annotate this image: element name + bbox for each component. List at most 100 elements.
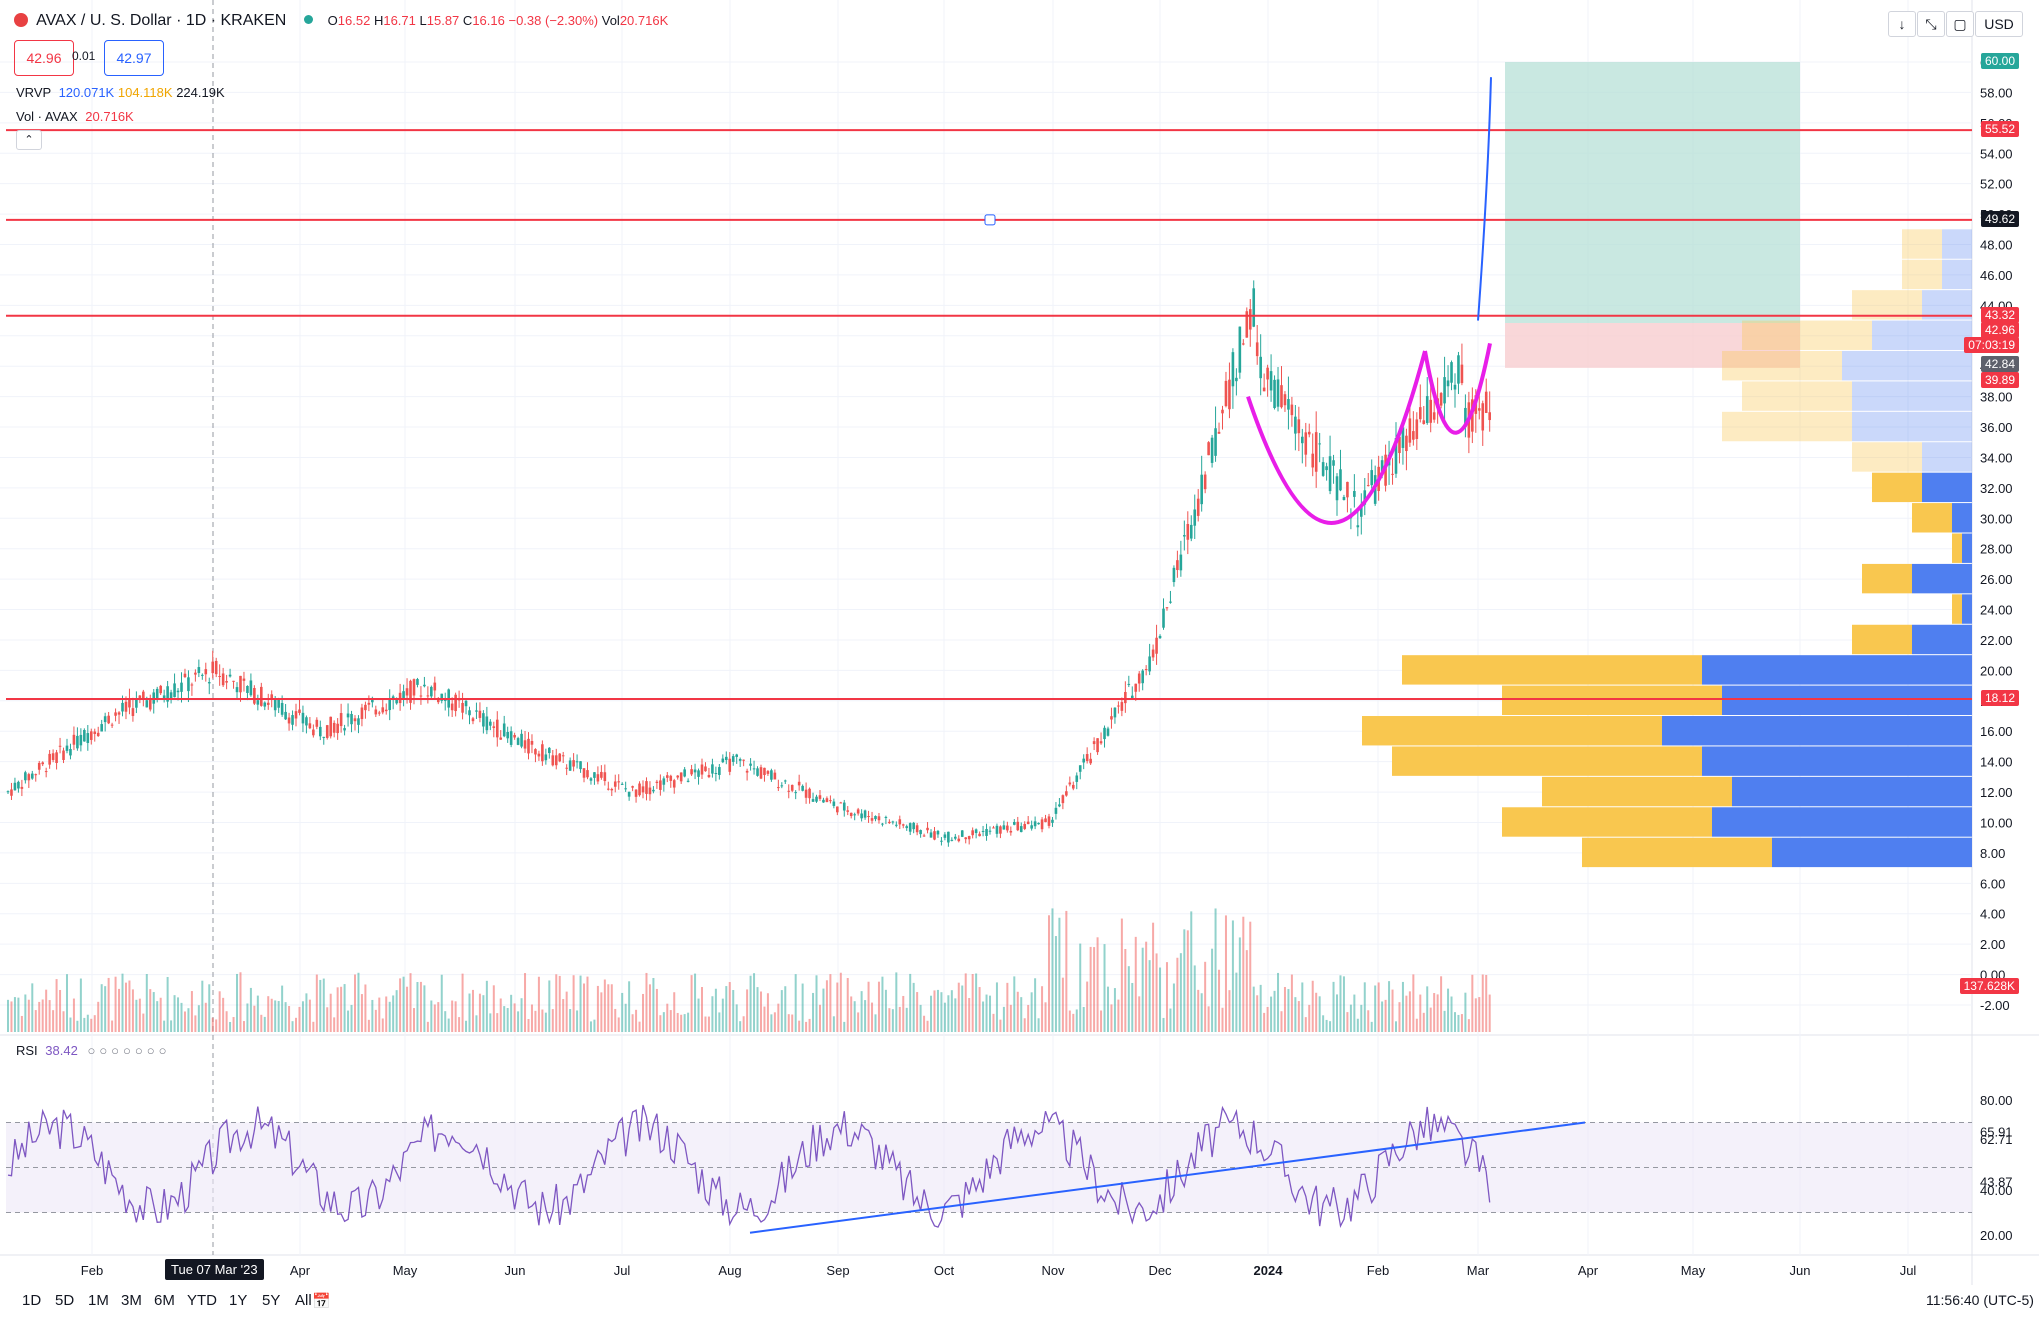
volume-bar bbox=[1145, 941, 1148, 1032]
volume-bar bbox=[950, 990, 953, 1032]
volume-bar bbox=[1075, 1009, 1078, 1032]
candle-body bbox=[1127, 683, 1131, 685]
candle-body bbox=[933, 831, 936, 840]
candle-body bbox=[1360, 505, 1363, 517]
candle-body bbox=[860, 813, 863, 819]
candle-body bbox=[1148, 656, 1151, 672]
volume-bar bbox=[694, 973, 697, 1032]
volume-bar bbox=[97, 1001, 100, 1032]
volume-bar bbox=[263, 1016, 266, 1032]
candle-body bbox=[1019, 826, 1023, 833]
symbol-title[interactable]: AVAX / U. S. Dollar · 1D · KRAKEN bbox=[36, 12, 287, 29]
volume-bar bbox=[871, 1002, 874, 1032]
arrow-down-icon[interactable]: ↓ bbox=[1888, 11, 1916, 37]
volume-bar bbox=[468, 993, 471, 1032]
vp-bar-up bbox=[1872, 320, 1972, 350]
candle-body bbox=[350, 713, 353, 725]
time-axis-label: Nov bbox=[1041, 1263, 1065, 1278]
volume-bar bbox=[936, 989, 939, 1032]
timeframe-5d[interactable]: 5D bbox=[55, 1292, 75, 1309]
volume-bar bbox=[1228, 990, 1231, 1032]
volume-bar bbox=[642, 993, 645, 1032]
volume-bar bbox=[614, 1008, 617, 1032]
volume-bar bbox=[805, 1021, 808, 1032]
volume-bar bbox=[1134, 936, 1137, 1032]
volume-bar bbox=[1377, 982, 1380, 1032]
volume-bar bbox=[114, 976, 117, 1032]
volume-bar bbox=[1464, 992, 1467, 1032]
long-position[interactable] bbox=[1505, 62, 1800, 368]
candle-body bbox=[367, 702, 371, 705]
volume-bar bbox=[433, 1004, 436, 1032]
candle-body bbox=[1016, 821, 1020, 831]
horizontal-lines[interactable] bbox=[6, 129, 1972, 700]
volume-bar bbox=[1283, 986, 1286, 1032]
timeframe-1m[interactable]: 1M bbox=[88, 1292, 109, 1309]
candle-body bbox=[204, 669, 208, 675]
volume-bar bbox=[1443, 1010, 1446, 1032]
candle-body bbox=[777, 787, 780, 789]
candle-body bbox=[808, 788, 811, 799]
volume-bar bbox=[475, 1015, 478, 1032]
fullscreen-icon[interactable]: ⤡ bbox=[1917, 11, 1945, 37]
restore-icon[interactable]: ▢ bbox=[1946, 11, 1974, 37]
candle-body bbox=[582, 768, 586, 778]
volume-bar bbox=[1238, 937, 1241, 1032]
candle-body bbox=[1044, 818, 1047, 823]
timeframe-all[interactable]: All bbox=[295, 1292, 312, 1309]
volume-bar bbox=[822, 988, 825, 1032]
volume-bar bbox=[742, 1016, 745, 1032]
candle-body bbox=[180, 682, 183, 692]
time-axis-label: Jun bbox=[505, 1263, 526, 1278]
vp-bar-up bbox=[1922, 442, 1972, 472]
volume-bar bbox=[399, 978, 402, 1032]
volume-bar bbox=[655, 988, 658, 1032]
timeframe-1d[interactable]: 1D bbox=[22, 1292, 42, 1309]
candle-body bbox=[1259, 356, 1262, 379]
volume-bar bbox=[1138, 996, 1141, 1032]
drawings[interactable] bbox=[1246, 77, 1492, 525]
volume-bar bbox=[374, 1009, 377, 1032]
candle-body bbox=[1280, 385, 1283, 408]
sell-button[interactable]: 42.96 bbox=[14, 40, 74, 76]
volume-bar bbox=[1429, 1007, 1432, 1032]
timeframe-3m[interactable]: 3M bbox=[121, 1292, 142, 1309]
volume-bar bbox=[1179, 953, 1182, 1032]
rsi-settings-icons[interactable]: ○○○○○○○ bbox=[87, 1043, 171, 1058]
timeframe-5y[interactable]: 5Y bbox=[262, 1292, 281, 1309]
candle-body bbox=[565, 767, 568, 769]
candle-body bbox=[266, 702, 270, 705]
vp-bar-up bbox=[1942, 259, 1972, 290]
candle-body bbox=[55, 752, 58, 763]
volume-bar bbox=[846, 977, 849, 1032]
volume-bar bbox=[357, 972, 360, 1032]
volume-bar bbox=[1044, 1002, 1047, 1032]
volume-bar bbox=[319, 979, 322, 1032]
price-axis-label: 26.00 bbox=[1980, 572, 2013, 587]
buy-button[interactable]: 42.97 bbox=[104, 40, 164, 76]
timeframe-6m[interactable]: 6M bbox=[154, 1292, 175, 1309]
volume-bar bbox=[829, 974, 832, 1032]
timeframe-1y[interactable]: 1Y bbox=[229, 1292, 248, 1309]
vp-bar-up bbox=[1662, 716, 1972, 746]
candle-body bbox=[128, 699, 131, 708]
candle-body bbox=[1346, 481, 1349, 498]
volume-bar bbox=[1193, 965, 1196, 1032]
volume-bar bbox=[1172, 983, 1175, 1032]
spread-value: 0.01 bbox=[72, 49, 96, 63]
volume-bar bbox=[943, 1002, 946, 1032]
volume-bar bbox=[55, 979, 58, 1032]
volume-bar bbox=[190, 991, 193, 1032]
candle-body bbox=[260, 686, 263, 706]
candle-body bbox=[1266, 367, 1269, 380]
timeframe-ytd[interactable]: YTD bbox=[187, 1292, 217, 1309]
volume-bar bbox=[86, 1014, 89, 1032]
calendar-icon[interactable]: 📅 bbox=[312, 1293, 331, 1310]
collapse-legend-button[interactable]: ⌃ bbox=[16, 130, 42, 150]
close-label: C bbox=[462, 13, 473, 28]
volume-bar bbox=[1020, 997, 1023, 1032]
volume-bar bbox=[482, 995, 485, 1032]
currency-select[interactable]: USD bbox=[1975, 11, 2023, 37]
candle-body bbox=[1228, 379, 1231, 410]
